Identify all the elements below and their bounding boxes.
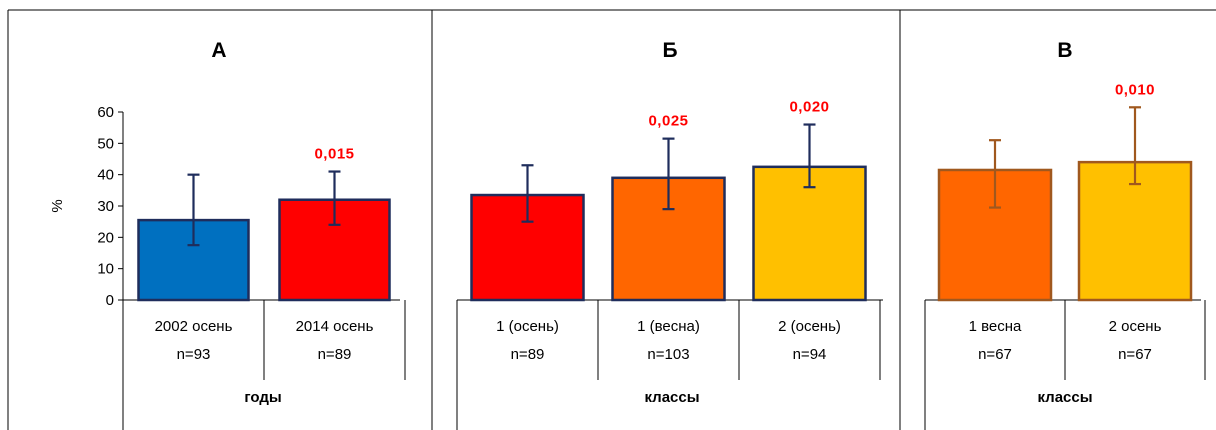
category-label: 2014 осень bbox=[296, 318, 374, 335]
y-tick-label: 50 bbox=[97, 135, 114, 152]
y-tick-label: 20 bbox=[97, 229, 114, 246]
category-label: 1 весна bbox=[969, 318, 1022, 335]
y-tick-label: 40 bbox=[97, 167, 114, 184]
chart-panels: А 0 10 20 30 40 50 60% 2002 осень n=93 0,015 2014 о… bbox=[49, 39, 1206, 430]
sample-size-label: n=93 bbox=[177, 346, 211, 363]
sample-size-label: n=103 bbox=[647, 346, 689, 363]
category-label: 1 (осень) bbox=[496, 318, 559, 335]
category-label: 2 осень bbox=[1109, 318, 1162, 335]
x-axis-label: классы bbox=[1037, 389, 1092, 406]
significance-label: 0,015 bbox=[314, 146, 354, 163]
y-tick-label: 10 bbox=[97, 261, 114, 278]
y-tick-label: 0 bbox=[106, 292, 114, 309]
category-label: 1 (весна) bbox=[637, 318, 700, 335]
category-label: 2002 осень bbox=[155, 318, 233, 335]
sample-size-label: n=94 bbox=[793, 346, 827, 363]
chart-panel: Б 1 (осень) n=89 0,025 1 (весна) n=103 0,020 2 … bbox=[456, 39, 883, 430]
sample-size-label: n=67 bbox=[978, 346, 1012, 363]
y-tick-label: 60 bbox=[97, 104, 114, 121]
bar bbox=[752, 165, 867, 302]
significance-label: 0,010 bbox=[1115, 81, 1155, 98]
sample-size-label: n=89 bbox=[511, 346, 545, 363]
sample-size-label: n=89 bbox=[318, 346, 352, 363]
figure-frame bbox=[7, 9, 1216, 430]
chart-panel: А 0 10 20 30 40 50 60% 2002 осень n=93 0,015 2014 о… bbox=[49, 39, 406, 430]
y-tick-label: 30 bbox=[97, 198, 114, 215]
x-axis-label: классы bbox=[644, 389, 699, 406]
chart-panel: В 1 весна n=67 0,010 2 осень n=67 классы bbox=[924, 39, 1206, 430]
significance-label: 0,025 bbox=[648, 113, 688, 130]
significance-label: 0,020 bbox=[789, 99, 829, 116]
sample-size-label: n=67 bbox=[1118, 346, 1152, 363]
y-axis-label: % bbox=[49, 199, 66, 212]
bar bbox=[137, 218, 250, 302]
chart-title: Б bbox=[662, 39, 677, 62]
chart-title: А bbox=[211, 39, 226, 62]
chart-title: В bbox=[1057, 39, 1072, 62]
x-axis-label: годы bbox=[244, 389, 281, 406]
category-label: 2 (осень) bbox=[778, 318, 841, 335]
